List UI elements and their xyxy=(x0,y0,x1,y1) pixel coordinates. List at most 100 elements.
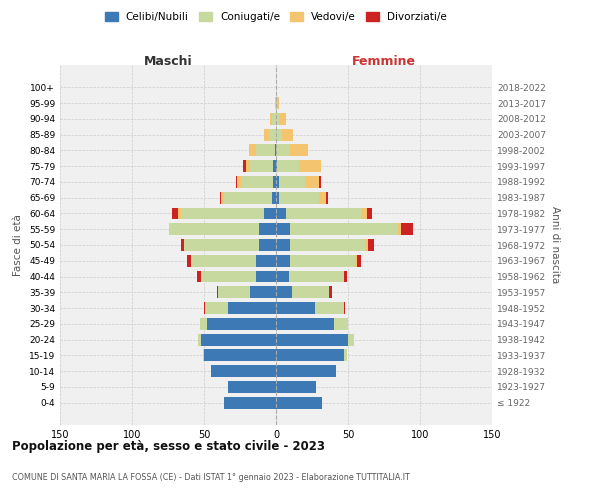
Bar xyxy=(276,208,286,220)
Bar xyxy=(398,224,401,235)
Bar xyxy=(241,176,273,188)
Bar xyxy=(282,128,293,140)
Bar xyxy=(276,144,290,156)
Bar xyxy=(250,160,273,172)
Bar xyxy=(276,350,344,362)
Bar xyxy=(204,350,276,362)
Bar xyxy=(191,255,256,266)
Bar xyxy=(348,334,354,345)
Bar xyxy=(256,270,276,282)
Bar xyxy=(197,270,201,282)
Bar xyxy=(272,192,276,203)
Bar xyxy=(319,192,326,203)
Bar xyxy=(250,286,276,298)
Bar xyxy=(198,334,201,345)
Bar xyxy=(273,160,276,172)
Bar xyxy=(365,239,368,251)
Bar xyxy=(273,176,276,188)
Bar xyxy=(277,160,299,172)
Bar xyxy=(305,176,319,188)
Legend: Celibi/Nubili, Coniugati/e, Vedovi/e, Divorziati/e: Celibi/Nubili, Coniugati/e, Vedovi/e, Di… xyxy=(101,8,451,26)
Bar xyxy=(220,192,221,203)
Bar xyxy=(243,160,246,172)
Bar xyxy=(290,255,355,266)
Text: Maschi: Maschi xyxy=(143,56,193,68)
Bar xyxy=(200,318,207,330)
Bar xyxy=(272,113,276,124)
Bar xyxy=(290,144,308,156)
Bar xyxy=(276,318,334,330)
Bar xyxy=(201,334,276,345)
Bar xyxy=(276,192,279,203)
Bar xyxy=(224,397,276,408)
Bar xyxy=(276,97,277,109)
Y-axis label: Anni di nascita: Anni di nascita xyxy=(550,206,560,284)
Bar xyxy=(289,270,344,282)
Bar xyxy=(276,286,292,298)
Bar xyxy=(221,192,224,203)
Bar xyxy=(356,255,361,266)
Bar xyxy=(361,208,367,220)
Bar xyxy=(259,224,276,235)
Bar xyxy=(184,239,259,251)
Text: Popolazione per età, sesso e stato civile - 2023: Popolazione per età, sesso e stato civil… xyxy=(12,440,325,453)
Bar xyxy=(277,97,279,109)
Bar xyxy=(279,192,319,203)
Bar xyxy=(279,176,305,188)
Bar xyxy=(269,128,276,140)
Bar xyxy=(203,350,204,362)
Bar xyxy=(256,255,276,266)
Bar xyxy=(246,160,250,172)
Text: Femmine: Femmine xyxy=(352,56,416,68)
Bar xyxy=(169,224,259,235)
Bar xyxy=(259,239,276,251)
Bar xyxy=(276,160,277,172)
Y-axis label: Fasce di età: Fasce di età xyxy=(13,214,23,276)
Bar xyxy=(367,208,373,220)
Bar xyxy=(401,224,413,235)
Bar xyxy=(275,97,276,109)
Bar xyxy=(276,176,279,188)
Bar xyxy=(276,334,348,345)
Bar xyxy=(270,113,272,124)
Bar xyxy=(319,176,320,188)
Bar xyxy=(187,255,191,266)
Bar xyxy=(276,397,322,408)
Bar xyxy=(344,270,347,282)
Bar xyxy=(265,208,276,220)
Bar xyxy=(292,286,329,298)
Bar xyxy=(276,302,315,314)
Bar xyxy=(172,208,178,220)
Bar xyxy=(224,192,272,203)
Bar xyxy=(178,208,181,220)
Bar xyxy=(355,255,356,266)
Bar xyxy=(181,239,184,251)
Bar xyxy=(286,208,361,220)
Bar xyxy=(275,144,276,156)
Bar xyxy=(276,381,316,393)
Bar xyxy=(181,208,265,220)
Text: COMUNE DI SANTA MARIA LA FOSSA (CE) - Dati ISTAT 1° gennaio 2023 - Elaborazione : COMUNE DI SANTA MARIA LA FOSSA (CE) - Da… xyxy=(12,473,410,482)
Bar xyxy=(256,144,275,156)
Bar xyxy=(276,113,279,124)
Bar xyxy=(368,239,374,251)
Bar xyxy=(237,176,241,188)
Bar xyxy=(229,302,276,314)
Bar xyxy=(205,302,229,314)
Bar xyxy=(329,286,332,298)
Bar xyxy=(344,302,345,314)
Bar xyxy=(279,113,286,124)
Bar xyxy=(217,286,218,298)
Bar xyxy=(276,128,282,140)
Bar xyxy=(290,224,398,235)
Bar xyxy=(218,286,250,298)
Bar xyxy=(344,350,347,362)
Bar xyxy=(290,239,365,251)
Bar xyxy=(276,255,290,266)
Bar xyxy=(229,381,276,393)
Bar xyxy=(276,224,290,235)
Bar xyxy=(204,302,205,314)
Bar xyxy=(265,128,269,140)
Bar xyxy=(326,192,328,203)
Bar xyxy=(276,239,290,251)
